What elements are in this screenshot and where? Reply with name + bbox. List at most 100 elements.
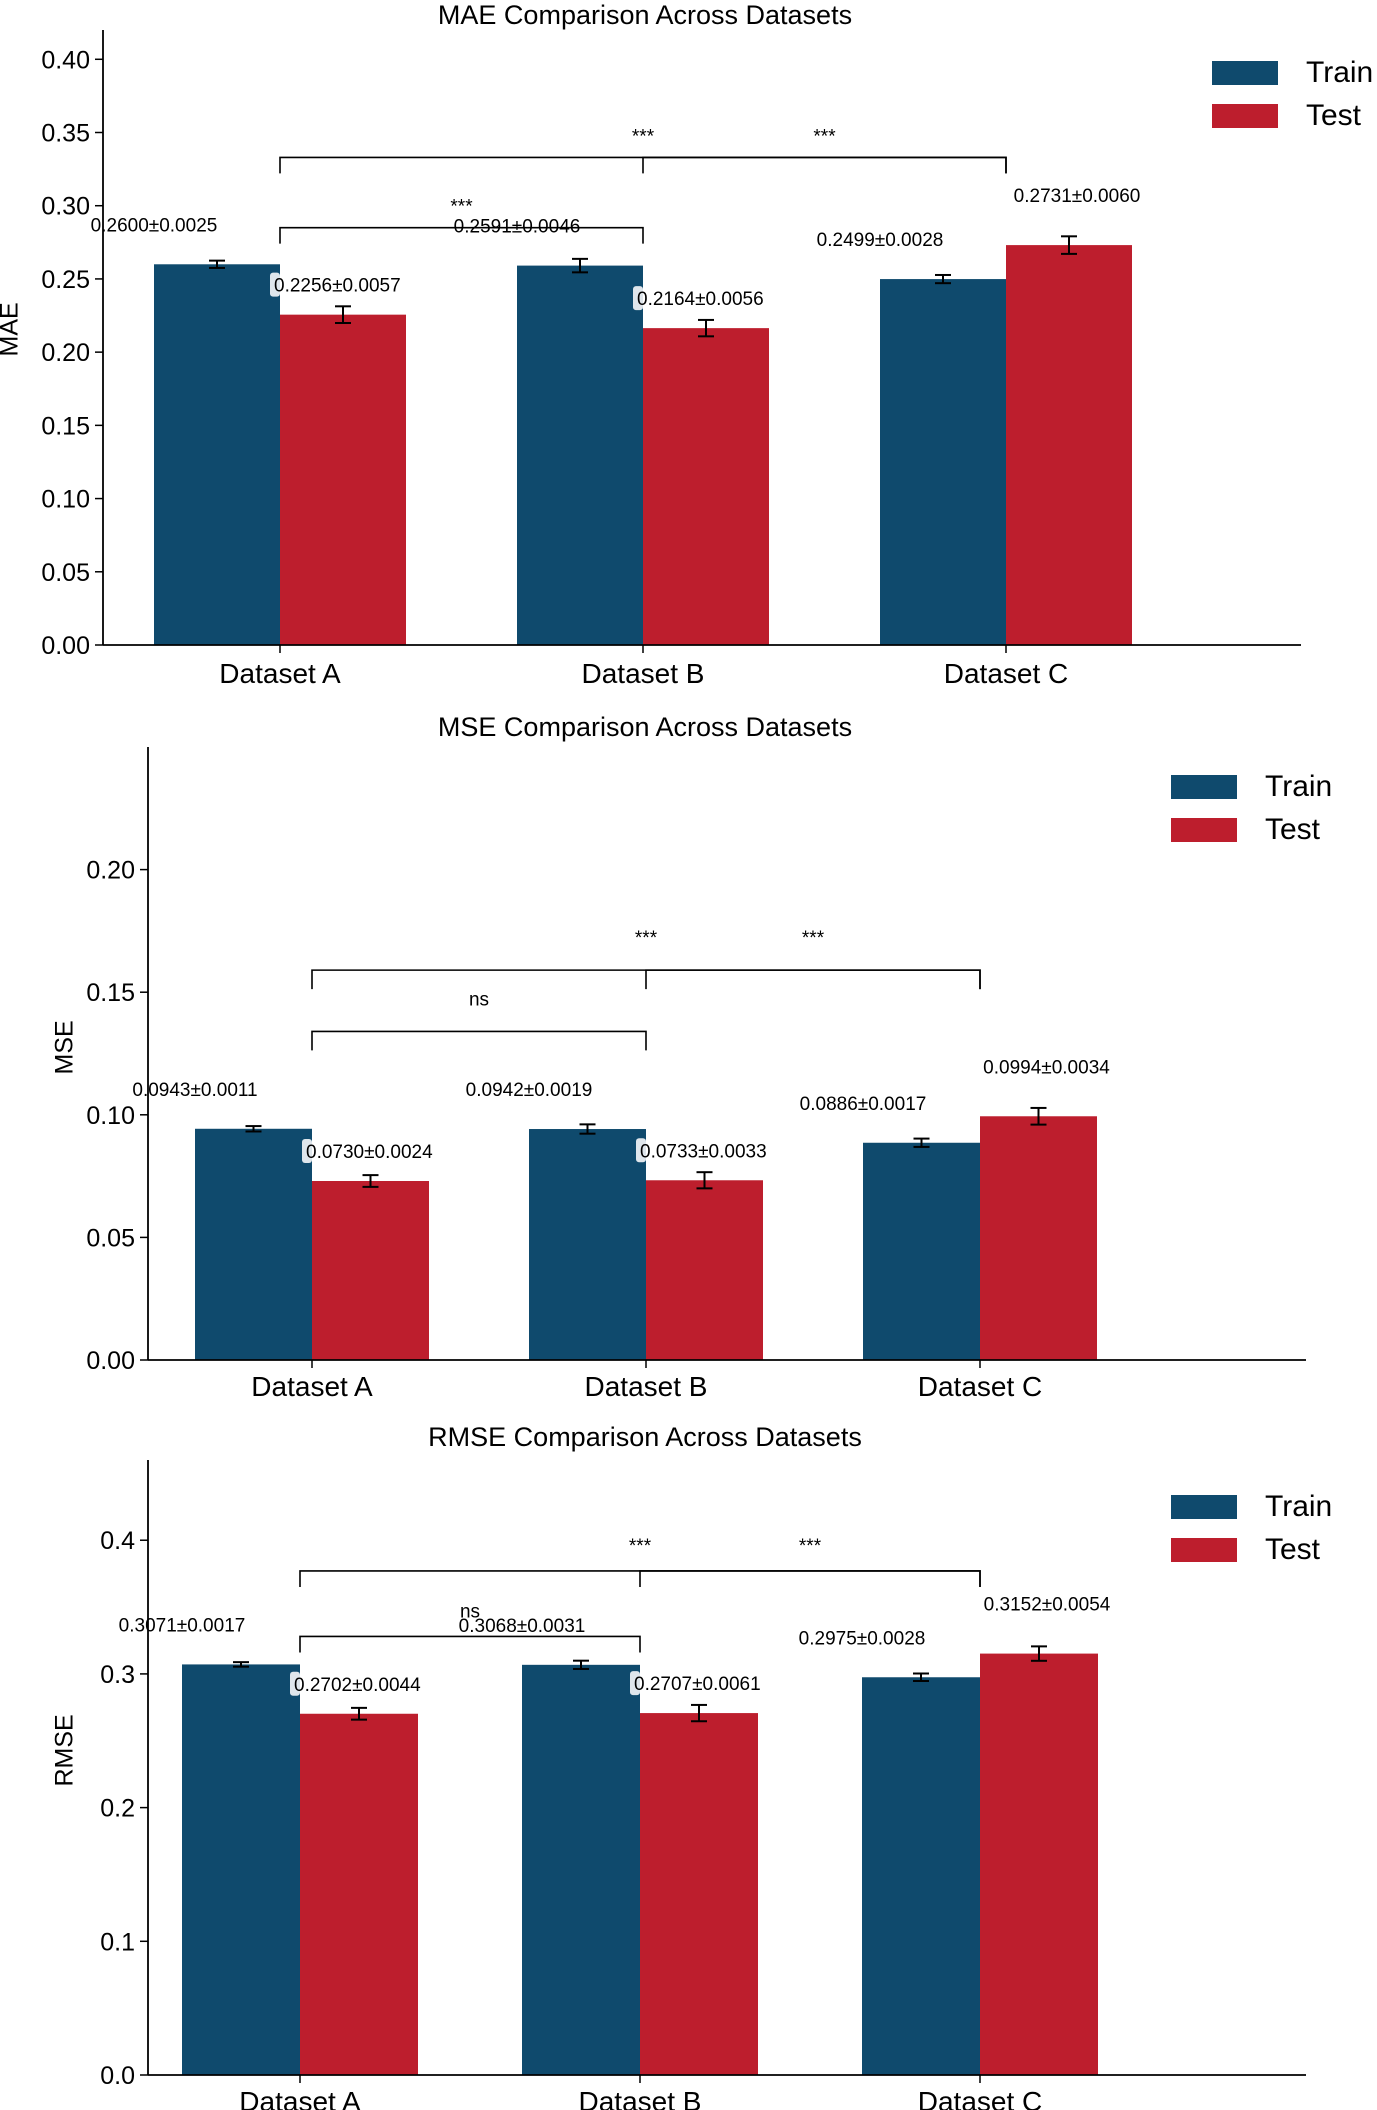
y-tick-label: 0.00 bbox=[41, 632, 90, 660]
rmse-chart-panel: RMSE Comparison Across Datasets RMSE 0.0… bbox=[0, 1410, 1377, 2110]
significance-label: *** bbox=[813, 126, 836, 147]
x-tick-label: Dataset B bbox=[582, 658, 705, 689]
significance-label: ns bbox=[469, 989, 489, 1010]
y-tick-label: 0.15 bbox=[41, 412, 90, 440]
significance-label: *** bbox=[799, 1536, 822, 1557]
mse-chart-plot: 0.00 0.05 0.10 0.15 0.20 0.0943±0.0011 0.0730±… bbox=[86, 747, 1306, 1402]
y-tick-label: 0.4 bbox=[100, 1527, 135, 1555]
legend-label-test: Test bbox=[1306, 99, 1362, 132]
x-tick-label: Dataset A bbox=[239, 2086, 361, 2110]
bar-test bbox=[980, 1116, 1097, 1360]
value-label-train: 0.3071±0.0017 bbox=[119, 1615, 246, 1636]
bar-test bbox=[643, 328, 769, 645]
bar-train bbox=[862, 1677, 980, 2075]
value-label-train: 0.0943±0.0011 bbox=[132, 1080, 257, 1101]
legend-label-test: Test bbox=[1265, 813, 1321, 846]
significance-label: ns bbox=[460, 1601, 480, 1622]
y-tick-label: 0.05 bbox=[41, 559, 90, 587]
x-tick-label: Dataset B bbox=[579, 2086, 702, 2110]
significance-bracket bbox=[642, 156, 1007, 174]
x-tick-label: Dataset C bbox=[918, 2086, 1043, 2110]
bar-test bbox=[280, 314, 406, 645]
y-tick-label: 0.1 bbox=[100, 1928, 135, 1956]
bar-train bbox=[880, 279, 1006, 645]
rmse-chart-plot: 0.0 0.1 0.2 0.3 0.4 0.3071±0.0017 0.2702±0.004… bbox=[100, 1460, 1306, 2110]
bar-train bbox=[154, 264, 280, 645]
bar-train bbox=[195, 1128, 312, 1360]
value-label-train: 0.2600±0.0025 bbox=[91, 215, 218, 236]
x-tick-label: Dataset C bbox=[944, 658, 1069, 689]
legend-label-train: Train bbox=[1306, 56, 1374, 89]
value-label-train: 0.0942±0.0019 bbox=[466, 1080, 593, 1101]
mae-chart-title: MAE Comparison Across Datasets bbox=[437, 0, 853, 30]
value-label-train: 0.3068±0.0031 bbox=[459, 1616, 586, 1637]
bar-test bbox=[980, 1653, 1098, 2075]
y-tick-label: 0.3 bbox=[100, 1661, 135, 1689]
x-tick-label: Dataset A bbox=[251, 1371, 373, 1402]
value-label-box bbox=[270, 272, 280, 297]
value-label-box bbox=[302, 1139, 312, 1164]
value-label-box bbox=[636, 1138, 646, 1163]
y-tick-label: 0.2 bbox=[100, 1795, 135, 1823]
value-label-test: 0.2731±0.0060 bbox=[1014, 186, 1141, 207]
x-tick-label: Dataset A bbox=[219, 658, 341, 689]
significance-bracket bbox=[279, 226, 644, 244]
value-label-box bbox=[290, 1671, 300, 1696]
legend-swatch-train bbox=[1212, 61, 1278, 85]
value-label-train: 0.0886±0.0017 bbox=[800, 1094, 927, 1115]
value-label-train: 0.2499±0.0028 bbox=[817, 230, 944, 251]
y-tick-label: 0.20 bbox=[41, 339, 90, 367]
legend-swatch-test bbox=[1171, 818, 1237, 842]
mae-chart-plot: 0.00 0.05 0.10 0.15 0.20 0.25 0.30 0.35 0.40 0.26… bbox=[41, 30, 1301, 689]
y-tick-label: 0.15 bbox=[86, 979, 135, 1007]
y-tick-label: 0.40 bbox=[41, 46, 90, 74]
mae-chart-panel: MAE Comparison Across Datasets MAE 0.00 0… bbox=[0, 0, 1377, 700]
y-tick-label: 0.25 bbox=[41, 266, 90, 294]
y-tick-label: 0.0 bbox=[100, 2062, 135, 2090]
mse-chart-title: MSE Comparison Across Datasets bbox=[437, 712, 853, 742]
bar-test bbox=[640, 1713, 758, 2075]
mse-chart-panel: MSE Comparison Across Datasets MSE 0.00 0… bbox=[0, 700, 1377, 1410]
legend-swatch-train bbox=[1171, 1495, 1237, 1519]
y-tick-label: 0.10 bbox=[41, 486, 90, 514]
bar-train bbox=[529, 1129, 646, 1360]
y-tick-label: 0.35 bbox=[41, 120, 90, 148]
legend-swatch-test bbox=[1171, 1538, 1237, 1562]
bar-test bbox=[312, 1181, 429, 1360]
value-label-box bbox=[630, 1671, 640, 1696]
y-tick-label: 0.20 bbox=[86, 857, 135, 885]
value-label-test: 0.0730±0.0024 bbox=[306, 1142, 433, 1163]
y-tick-label: 0.05 bbox=[86, 1224, 135, 1252]
value-label-test: 0.3152±0.0054 bbox=[984, 1595, 1111, 1616]
x-tick-label: Dataset C bbox=[918, 1371, 1043, 1402]
value-label-test: 0.2707±0.0061 bbox=[634, 1674, 761, 1695]
significance-label: *** bbox=[629, 1536, 652, 1557]
y-tick-label: 0.10 bbox=[86, 1102, 135, 1130]
significance-label: *** bbox=[450, 197, 473, 218]
significance-bracket bbox=[639, 1570, 981, 1587]
value-label-test: 0.0733±0.0033 bbox=[640, 1141, 767, 1162]
legend-label-train: Train bbox=[1265, 1490, 1333, 1523]
legend-label-train: Train bbox=[1265, 770, 1333, 803]
y-tick-label: 0.00 bbox=[86, 1347, 135, 1375]
significance-bracket bbox=[299, 1635, 641, 1653]
x-tick-label: Dataset B bbox=[585, 1371, 708, 1402]
value-label-test: 0.0994±0.0034 bbox=[983, 1057, 1110, 1078]
bar-train bbox=[522, 1664, 640, 2075]
bar-train bbox=[863, 1142, 980, 1360]
value-label-test: 0.2164±0.0056 bbox=[637, 289, 764, 310]
value-label-test: 0.2256±0.0057 bbox=[274, 276, 401, 297]
value-label-train: 0.2975±0.0028 bbox=[799, 1628, 926, 1649]
legend-swatch-train bbox=[1171, 775, 1237, 799]
rmse-chart-title: RMSE Comparison Across Datasets bbox=[428, 1422, 862, 1452]
significance-bracket bbox=[645, 969, 981, 990]
y-tick-label: 0.30 bbox=[41, 193, 90, 221]
significance-label: *** bbox=[802, 928, 825, 949]
bar-train bbox=[182, 1664, 300, 2075]
significance-bracket bbox=[311, 1030, 647, 1051]
value-label-box bbox=[633, 286, 643, 311]
bar-test bbox=[300, 1713, 418, 2075]
significance-label: *** bbox=[635, 928, 658, 949]
significance-label: *** bbox=[632, 126, 655, 147]
legend-swatch-test bbox=[1212, 104, 1278, 128]
